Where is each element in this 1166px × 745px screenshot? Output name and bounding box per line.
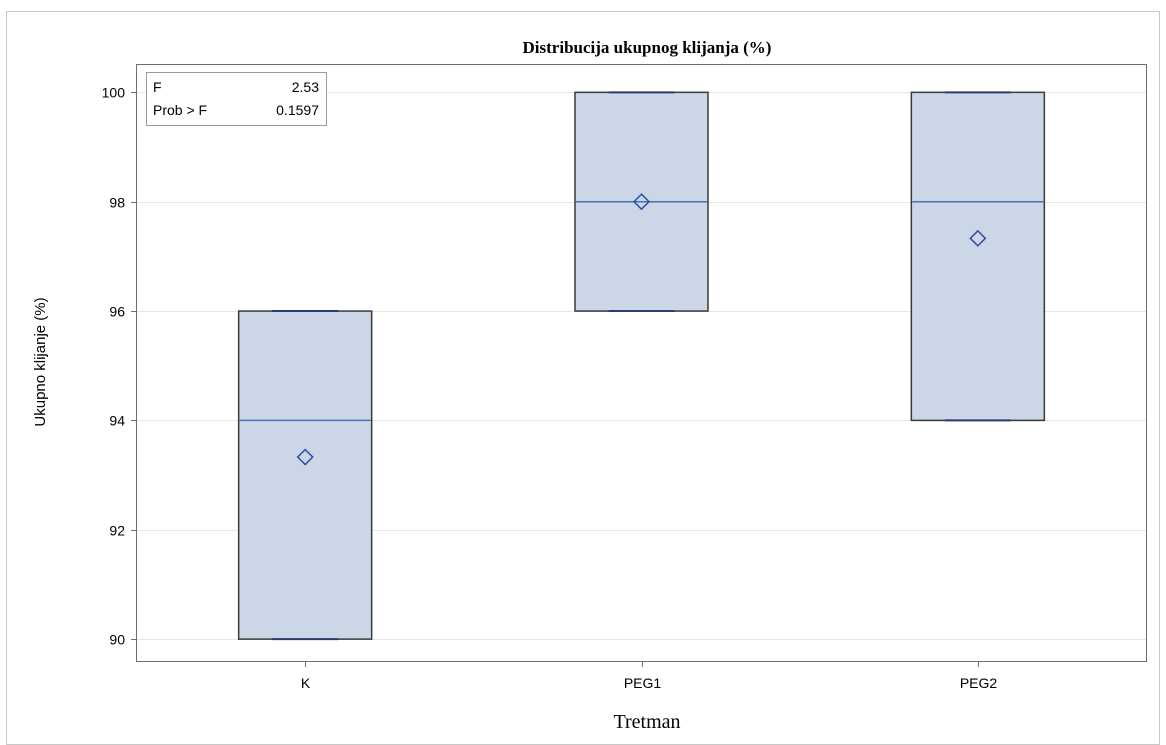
chart-title: Distribucija ukupnog klijanja (%) <box>523 38 772 57</box>
plot-area-frame <box>136 64 1147 662</box>
inset-label-f: F <box>153 79 162 95</box>
box-2 <box>910 91 1046 422</box>
inset-value-prob: 0.1597 <box>276 102 319 118</box>
y-tick-label-5: 100 <box>102 85 126 101</box>
x-axis-label: Tretman <box>613 711 680 733</box>
box-0 <box>237 310 373 641</box>
y-tick-label-2: 94 <box>109 413 125 429</box>
x-tick-label-0: K <box>301 675 311 691</box>
mean-marker-2 <box>969 229 987 247</box>
box-1 <box>574 91 709 313</box>
mean-marker-1 <box>632 193 651 211</box>
x-tick-label-2: PEG2 <box>960 675 998 691</box>
y-tick-label-4: 98 <box>109 195 125 211</box>
x-tick-label-1: PEG1 <box>624 675 662 691</box>
y-tick-label-0: 90 <box>109 632 125 648</box>
stats-inset: F 2.53 Prob > F 0.1597 <box>146 72 327 126</box>
axes: 90 92 94 96 98 100 K PEG1 PEG2 <box>102 85 998 692</box>
stats-inset-frame <box>146 72 327 126</box>
y-tick-label-3: 96 <box>109 304 125 320</box>
box-series <box>237 91 1046 641</box>
inset-value-f: 2.53 <box>292 79 319 95</box>
y-axis-label: Ukupno klijanje (%) <box>32 297 49 426</box>
box-rect-0 <box>237 310 373 640</box>
y-tick-label-1: 92 <box>109 523 125 539</box>
mean-marker-0 <box>296 448 314 466</box>
box-rect-2 <box>910 91 1046 422</box>
inset-label-prob: Prob > F <box>153 102 207 118</box>
